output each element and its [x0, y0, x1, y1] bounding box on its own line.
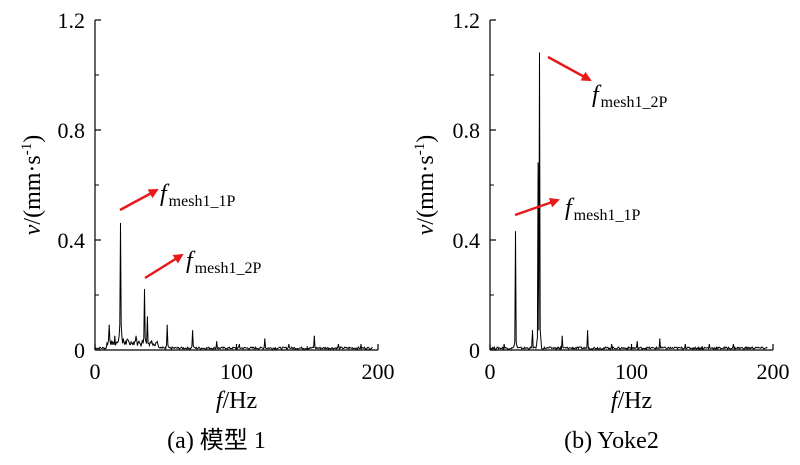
peak-point	[264, 338, 266, 340]
y-tick-label: 0.8	[58, 118, 86, 143]
annotation-label: f mesh1_1P	[565, 195, 640, 224]
series-line	[94, 223, 373, 351]
y-tick-label: 1.2	[453, 8, 481, 33]
peak-point	[192, 330, 194, 332]
annotation-arrow	[514, 197, 560, 217]
peak-point	[135, 335, 137, 337]
annotation-label: f mesh1_2P	[186, 248, 261, 277]
peak-point	[531, 330, 534, 332]
y-tick-label: 1.2	[58, 8, 86, 33]
peak-point	[143, 288, 146, 291]
x-axis-label: f/Hz	[216, 388, 257, 414]
y-tick-label: 0.4	[453, 228, 481, 253]
peak-point	[337, 343, 339, 346]
peak-point	[732, 343, 734, 346]
y-tick-label: 0	[74, 338, 85, 363]
peak-point	[636, 341, 638, 343]
annotation-arrow	[547, 55, 592, 82]
y-tick-label: 0.8	[453, 118, 481, 143]
peak-point	[503, 343, 505, 346]
peak-point	[537, 162, 539, 164]
annotation-label: f mesh1_1P	[160, 181, 235, 210]
x-tick-label: 0	[90, 359, 101, 384]
annotation-label: f mesh1_2P	[592, 82, 667, 111]
x-tick-label: 0	[485, 359, 496, 384]
peak-point	[659, 338, 661, 340]
y-axis-label: v/(mm·s-1)	[412, 135, 439, 235]
x-tick-label: 100	[220, 359, 253, 384]
x-tick-label: 200	[362, 359, 395, 384]
peak-point	[122, 338, 124, 340]
peak-point	[755, 346, 757, 348]
peak-point	[166, 324, 168, 326]
annotation-arrow	[144, 253, 184, 280]
peak-point	[313, 335, 315, 337]
annotation-arrow	[119, 188, 159, 212]
y-tick-label: 0	[469, 338, 480, 363]
peak-point	[216, 341, 218, 343]
x-axis-label: f/Hz	[611, 388, 652, 414]
peak-point	[360, 343, 362, 346]
peak-point	[514, 231, 517, 233]
peak-point	[114, 335, 116, 337]
peak-point	[108, 324, 110, 326]
panel-caption: (b) Yoke2	[564, 428, 659, 454]
peak-point	[146, 316, 148, 318]
peak-point	[288, 343, 290, 346]
y-axis-label: v/(mm·s-1)	[19, 135, 46, 235]
series-line	[489, 52, 768, 351]
x-tick-label: 200	[757, 359, 790, 384]
peak-point	[538, 52, 541, 54]
chart-panel-1: 0 100 200 0 0.4 0.8 1.2 f/Hz v/(mm·s-1) (a) 模型 1 f…	[19, 8, 395, 454]
peak-point	[561, 335, 563, 337]
peak-point	[611, 343, 613, 346]
peak-point	[587, 330, 589, 332]
x-tick-label: 100	[615, 359, 648, 384]
y-tick-label: 0.4	[58, 228, 86, 253]
peak-point	[119, 222, 122, 225]
peak-point	[708, 343, 710, 346]
chart-panel-2: 0 100 200 0 0.4 0.8 1.2 f/Hz v/(mm·s-1) (b) Yoke2…	[412, 8, 790, 454]
peak-point	[238, 343, 240, 346]
peak-point	[684, 343, 686, 346]
panel-caption: (a) 模型 1	[167, 427, 266, 454]
